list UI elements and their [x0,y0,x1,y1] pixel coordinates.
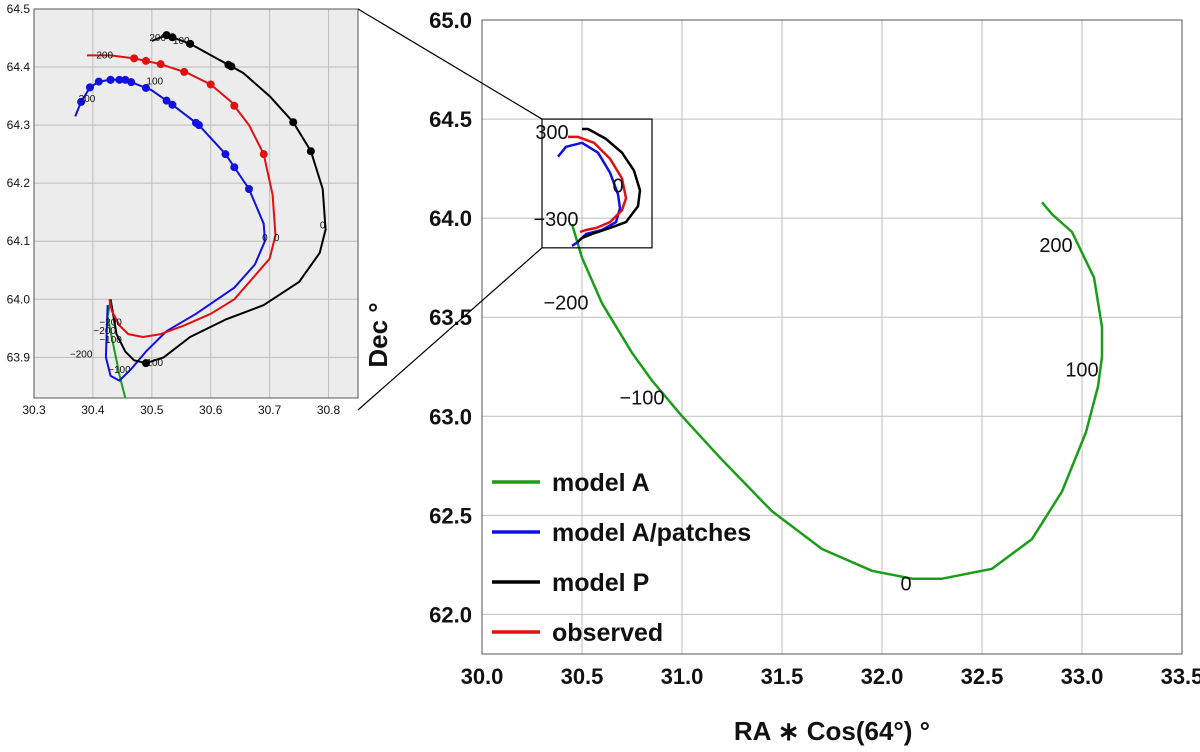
legend-label: observed [552,619,663,647]
main-annotation: 200 [1039,235,1072,257]
inset-marker [162,96,171,105]
inset-y-tick-label: 64.0 [7,292,31,306]
main-series-model-a-patches [557,141,622,247]
inset-marker [141,83,150,92]
inset-marker [306,147,315,156]
inset-annotation: −100 [108,365,131,376]
inset-marker [259,150,268,159]
inset-marker [221,150,230,159]
inset-x-tick-label: 30.4 [81,403,105,417]
inset-marker [168,100,177,109]
inset-annotation: 200 [79,94,96,105]
inset-x-tick-label: 30.5 [140,403,164,417]
main-annotation: 0 [612,175,623,197]
inset-marker [127,78,136,87]
inset-annotation: 100 [173,36,190,47]
main-x-tick-label: 31.5 [761,664,804,689]
main-y-tick-label: 65.0 [429,8,472,33]
main-series-model-p [577,127,642,243]
inset-annotation: −200 [70,349,93,360]
zoom-connector-top [357,8,543,120]
inset-plot-frame [33,8,359,399]
main-x-tick-label: 31.0 [661,664,704,689]
inset-annotation: 0 [262,233,268,244]
inset-y-tick-label: 64.5 [7,2,31,16]
main-x-tick-label: 30.0 [461,664,504,689]
zoom-box [541,118,653,249]
inset-marker [289,118,298,127]
main-annotation: −200 [543,292,588,314]
inset-x-tick-label: 30.7 [258,403,282,417]
main-y-tick-label: 63.5 [429,305,472,330]
inset-marker [106,75,115,84]
inset-marker [230,101,239,110]
inset-marker [130,54,139,63]
inset-annotation: 200 [149,33,166,44]
main-annotation: 100 [1065,360,1098,382]
inset-annotation: −100 [141,358,164,369]
main-annotation: −300 [533,209,578,231]
main-annotation: −100 [619,387,664,409]
inset-x-tick-label: 30.8 [317,403,341,417]
inset-marker [186,39,195,48]
inset-series-observed [87,54,277,338]
inset-marker [141,359,150,368]
inset-series-model-a [106,299,127,399]
inset-marker [115,75,124,84]
inset-marker [224,60,233,69]
inset-marker [192,118,200,127]
inset-annotation: 0 [274,233,280,244]
zoom-connectors [357,8,543,411]
inset-annotation: −100 [99,335,122,346]
main-series-model-a [570,201,1104,580]
inset-annotation: −200 [99,317,122,328]
inset-y-tick-label: 64.4 [7,60,31,74]
inset-annotation: −200 [93,326,116,337]
y-axis-label: Dec ° [363,302,393,367]
inset-marker [77,97,86,106]
inset-marker [156,60,165,69]
inset-marker [230,163,239,172]
main-series-observed [568,135,628,234]
main-x-tick-label: 32.5 [961,664,1004,689]
main-x-tick-label: 32.0 [861,664,904,689]
inset-marker [206,80,215,89]
inset-annotation: 0 [320,220,326,231]
main-plot-frame [481,19,1183,655]
main-y-tick-label: 62.0 [429,602,472,627]
inset-marker [168,33,177,42]
main-plot-background [482,20,1182,654]
main-y-tick-label: 64.0 [429,206,472,231]
legend: model A model A/patches model P observed [492,469,751,647]
inset-annotation: 200 [96,50,113,61]
main-annotation: 0 [900,574,911,596]
inset-x-tick-label: 30.6 [199,403,223,417]
main-x-tick-label: 30.5 [561,664,604,689]
x-axis-label: RA ∗ Cos(64°) ° [734,716,930,746]
inset-y-tick-label: 64.3 [7,118,31,132]
legend-label: model A [552,469,650,497]
main-x-tick-label: 33.5 [1161,664,1200,689]
inset-marker [141,56,150,65]
inset-marker [94,77,103,86]
inset-annotation: 100 [146,76,163,87]
zoom-connector-bottom [357,247,543,411]
main-y-tick-label: 62.5 [429,503,472,528]
inset-y-tick-label: 63.9 [7,350,31,364]
inset-marker [85,83,94,92]
main-chart: 30.0 30.5 31.0 31.5 32.0 32.5 33.0 33.5 62.0 62.5… [363,8,1200,746]
legend-label: model A/patches [552,519,751,547]
inset-marker [245,184,254,193]
inset-marker [180,67,189,76]
inset-chart: 30.3 30.4 30.5 30.6 30.7 30.8 63.9 64.0 64.1 64.2… [7,2,359,417]
main-y-tick-label: 63.0 [429,404,472,429]
main-annotation: 300 [535,122,568,144]
inset-y-tick-label: 64.2 [7,176,31,190]
main-x-tick-label: 33.0 [1061,664,1104,689]
inset-x-tick-label: 30.3 [22,403,46,417]
inset-y-tick-label: 64.1 [7,234,31,248]
legend-label: model P [552,569,649,597]
main-y-tick-label: 64.5 [429,107,472,132]
